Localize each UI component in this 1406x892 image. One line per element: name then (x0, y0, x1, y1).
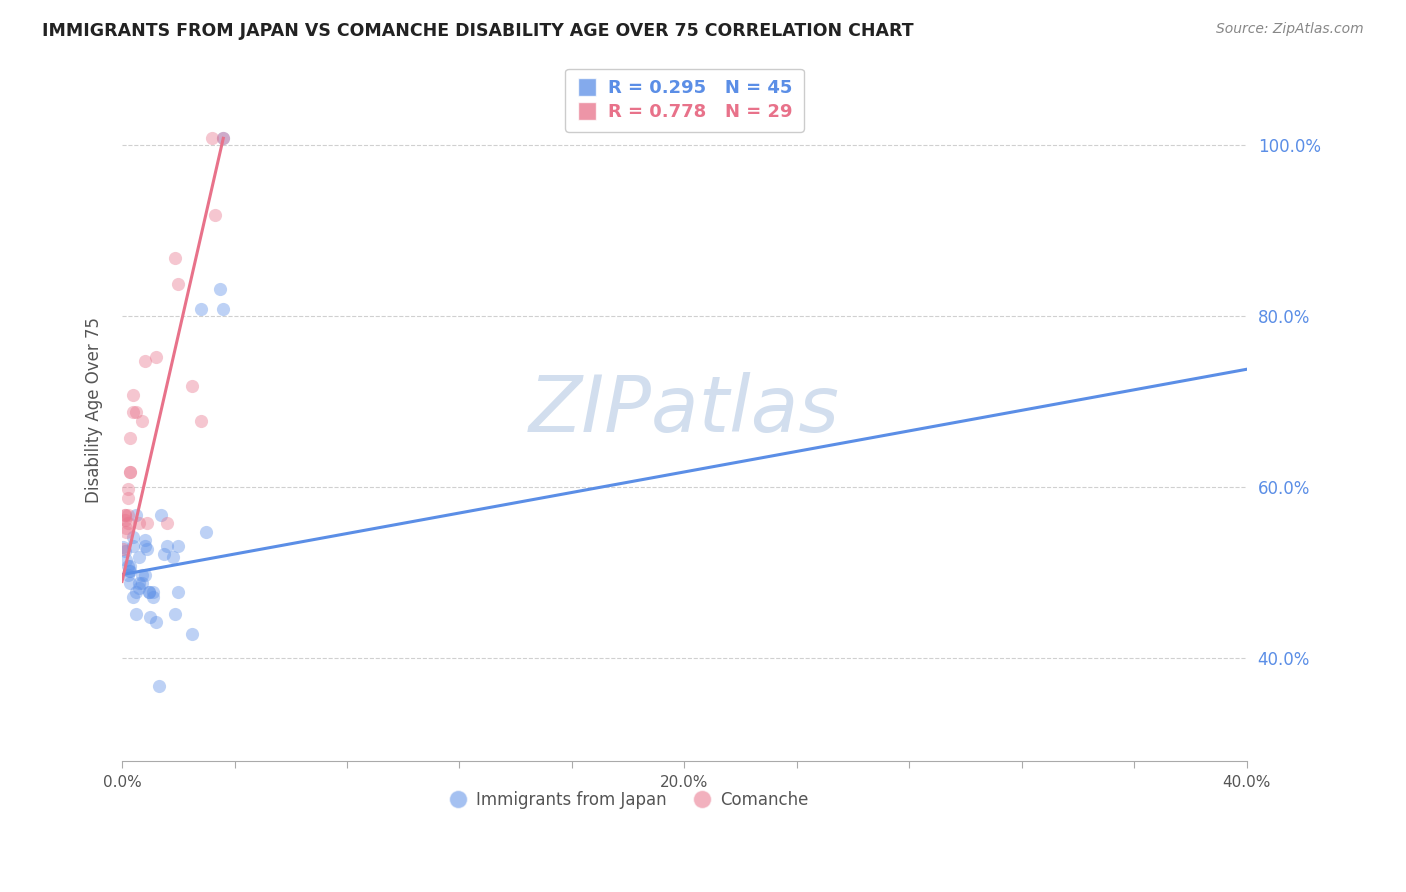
Point (118, 564, 141, 578)
Point (190, 414, 212, 428)
Point (165, 251, 187, 265)
Point (120, 431, 142, 445)
Point (139, 610, 162, 624)
Point (120, 559, 142, 574)
Point (115, 524, 138, 539)
Point (112, 541, 135, 556)
Point (128, 516, 150, 531)
Point (201, 131, 224, 145)
Point (117, 559, 139, 574)
Point (120, 465, 142, 479)
Point (114, 508, 136, 522)
Y-axis label: Disability Age Over 75: Disability Age Over 75 (86, 318, 103, 503)
Point (212, 131, 235, 145)
Point (190, 302, 212, 317)
Point (134, 533, 156, 548)
Point (120, 465, 142, 479)
Point (150, 508, 173, 522)
Point (165, 607, 187, 621)
Point (117, 482, 139, 496)
Point (204, 208, 226, 222)
Point (117, 508, 139, 522)
Point (153, 547, 176, 561)
Point (114, 544, 136, 558)
Point (156, 516, 179, 531)
Point (115, 521, 138, 535)
Point (125, 405, 148, 419)
Point (117, 491, 139, 505)
Point (181, 627, 204, 641)
Point (142, 590, 165, 604)
Point (122, 539, 145, 553)
Point (128, 576, 150, 591)
Point (145, 615, 167, 630)
Point (162, 550, 184, 565)
Point (212, 302, 235, 317)
Point (209, 282, 232, 296)
Point (122, 530, 145, 544)
Text: IMMIGRANTS FROM JAPAN VS COMANCHE DISABILITY AGE OVER 75 CORRELATION CHART: IMMIGRANTS FROM JAPAN VS COMANCHE DISABI… (42, 22, 914, 40)
Point (167, 277, 190, 291)
Point (117, 516, 139, 531)
Point (156, 539, 179, 553)
Point (114, 508, 136, 522)
Point (131, 567, 153, 582)
Point (120, 564, 142, 578)
Point (125, 584, 148, 599)
Point (195, 524, 218, 539)
Point (134, 539, 156, 553)
Point (122, 405, 145, 419)
Point (134, 353, 156, 368)
Text: ZIPatlas: ZIPatlas (529, 372, 839, 449)
Point (131, 576, 153, 591)
Point (138, 584, 160, 599)
Point (167, 584, 190, 599)
Point (128, 582, 150, 596)
Point (142, 584, 165, 599)
Point (115, 553, 138, 567)
Point (131, 414, 153, 428)
Point (125, 508, 148, 522)
Legend: Immigrants from Japan, Comanche: Immigrants from Japan, Comanche (441, 785, 815, 816)
Point (120, 576, 142, 591)
Point (148, 679, 170, 693)
Point (181, 379, 204, 393)
Point (117, 567, 139, 582)
Point (128, 550, 150, 565)
Point (112, 540, 135, 554)
Point (125, 607, 148, 621)
Point (114, 513, 136, 527)
Point (212, 131, 235, 145)
Point (134, 567, 156, 582)
Point (1208, 772, 1230, 787)
Point (167, 539, 190, 553)
Point (138, 584, 160, 599)
Point (136, 516, 159, 531)
Point (122, 590, 145, 604)
Point (145, 351, 167, 365)
Point (136, 541, 159, 556)
Text: Source: ZipAtlas.com: Source: ZipAtlas.com (1216, 22, 1364, 37)
Point (122, 388, 145, 402)
